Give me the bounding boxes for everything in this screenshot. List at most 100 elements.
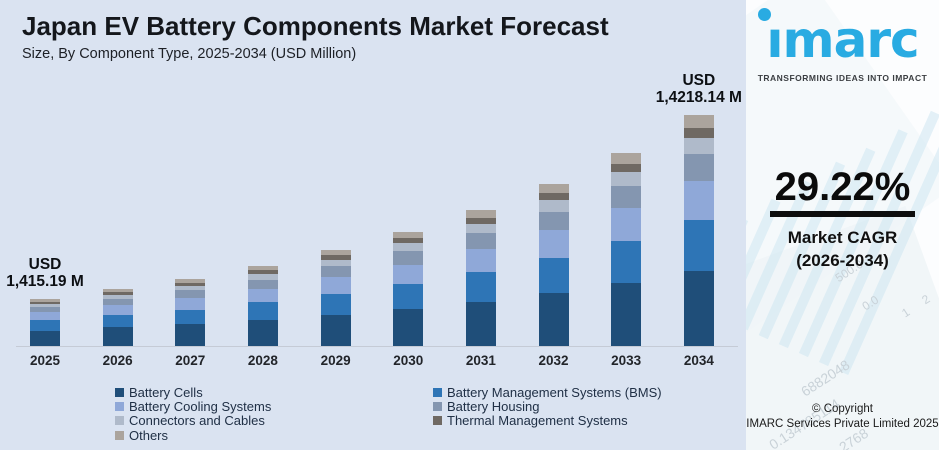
segment-2026-battery-management-systems-bms xyxy=(102,314,133,328)
segment-2028-thermal-management-systems xyxy=(247,270,278,275)
logo-dot-icon xyxy=(758,8,771,21)
segment-2032-battery-housing xyxy=(538,211,569,231)
legend-label: Battery Cooling Systems xyxy=(129,398,272,414)
x-tick-2030: 2030 xyxy=(393,353,424,368)
segment-2028-others xyxy=(247,266,278,271)
legend-swatch-icon xyxy=(433,416,442,426)
segment-2032-others xyxy=(538,184,569,193)
legend-swatch-icon xyxy=(115,416,124,426)
segment-2033-battery-cooling-systems xyxy=(611,208,642,241)
segment-2034-connectors-and-cables xyxy=(683,138,714,155)
segment-2033-battery-management-systems-bms xyxy=(611,240,642,284)
cagr-label-line1: Market CAGR xyxy=(787,228,898,247)
segment-2033-connectors-and-cables xyxy=(611,172,642,186)
segment-2026-connectors-and-cables xyxy=(102,294,133,299)
segment-2034-battery-cooling-systems xyxy=(683,180,714,221)
segment-2028-battery-housing xyxy=(247,279,278,289)
bar-2034 xyxy=(683,115,714,346)
x-tick-2033: 2033 xyxy=(611,353,642,368)
imarc-logo: ımarc xyxy=(746,0,939,70)
legend-label: Battery Management Systems (BMS) xyxy=(447,384,662,400)
segment-2029-connectors-and-cables xyxy=(320,259,351,267)
bar-2032 xyxy=(538,184,569,346)
logo-wordmark: ımarc xyxy=(766,11,919,69)
segment-2034-others xyxy=(683,115,714,128)
segment-2026-thermal-management-systems xyxy=(102,292,133,295)
logo-tagline: TRANSFORMING IDEAS INTO IMPACT xyxy=(757,73,928,83)
segment-2032-thermal-management-systems xyxy=(538,192,569,201)
segment-2031-connectors-and-cables xyxy=(465,223,496,234)
legend-label: Battery Housing xyxy=(447,398,540,414)
copyright-line2: IMARC Services Private Limited 2025 xyxy=(746,418,939,430)
segment-2032-battery-management-systems-bms xyxy=(538,257,569,294)
segment-2028-connectors-and-cables xyxy=(247,274,278,280)
legend-item-thermal-management-systems: Thermal Management Systems xyxy=(433,413,662,428)
stacked-bar-chart: 2025 USD 1,415.19 M 2026 2027 2028 2029 2030 203… xyxy=(0,72,742,368)
segment-2030-battery-management-systems-bms xyxy=(393,283,424,309)
segment-2026-battery-cooling-systems xyxy=(102,305,133,315)
segment-2025-battery-management-systems-bms xyxy=(30,320,60,331)
segment-2030-battery-housing xyxy=(393,251,424,265)
segment-2027-battery-cells xyxy=(175,324,206,346)
cagr-divider xyxy=(770,211,915,217)
x-tick-2026: 2026 xyxy=(102,353,133,368)
segment-2034-battery-management-systems-bms xyxy=(683,220,714,271)
cagr-value: 29.22% xyxy=(774,165,911,209)
x-tick-2028: 2028 xyxy=(247,353,278,368)
segment-2029-others xyxy=(320,250,351,256)
legend-column-0: Battery Cells Battery Cooling Systems Conn… xyxy=(115,385,415,443)
segment-2030-others xyxy=(393,232,424,239)
segment-2025-battery-cells xyxy=(30,330,60,346)
legend-item-battery-housing: Battery Housing xyxy=(433,398,662,414)
segment-2031-battery-management-systems-bms xyxy=(465,271,496,302)
bar-2025 xyxy=(30,299,60,346)
segment-2025-battery-cooling-systems xyxy=(30,312,60,321)
bar-2029 xyxy=(320,250,351,346)
segment-2028-battery-management-systems-bms xyxy=(247,302,278,320)
legend-label: Others xyxy=(129,427,169,443)
value-label-currency: USD xyxy=(28,256,62,273)
segment-2031-battery-cells xyxy=(465,301,496,346)
segment-2026-others xyxy=(102,289,133,293)
legend-label: Connectors and Cables xyxy=(129,413,265,429)
segment-2025-connectors-and-cables xyxy=(30,303,60,308)
segment-2031-battery-cooling-systems xyxy=(465,248,496,272)
segment-2033-battery-housing xyxy=(611,185,642,209)
segment-2029-battery-cells xyxy=(320,314,351,346)
x-tick-2025: 2025 xyxy=(29,353,61,368)
value-label-amount: 1,4218.14 M xyxy=(655,88,742,106)
segment-2030-thermal-management-systems xyxy=(393,238,424,244)
value-label-2025: USD 1,415.19 M xyxy=(0,256,110,290)
segment-2032-battery-cells xyxy=(538,293,569,346)
segment-2032-battery-cooling-systems xyxy=(538,230,569,258)
chart-legend: Battery Cells Battery Cooling Systems Conn… xyxy=(115,385,662,443)
legend-swatch-icon xyxy=(433,387,442,397)
segment-2027-battery-housing xyxy=(175,290,206,299)
legend-column-1: Battery Management Systems (BMS) Battery … xyxy=(433,385,662,442)
legend-swatch-icon xyxy=(433,401,442,411)
value-label-amount: 1,415.19 M xyxy=(6,272,84,290)
segment-2034-battery-housing xyxy=(683,154,714,181)
segment-2025-others xyxy=(30,299,60,302)
segment-2031-others xyxy=(465,210,496,218)
legend-swatch-icon xyxy=(115,387,124,397)
segment-2029-battery-cooling-systems xyxy=(320,277,351,294)
x-tick-2029: 2029 xyxy=(320,353,351,368)
legend-item-others: Others xyxy=(115,427,415,443)
value-label-currency: USD xyxy=(682,72,716,89)
segment-2030-connectors-and-cables xyxy=(393,243,424,252)
segment-2030-battery-cells xyxy=(393,308,424,346)
segment-2034-battery-cells xyxy=(683,270,714,346)
segment-2028-battery-cells xyxy=(247,320,278,346)
x-axis-line xyxy=(16,346,738,347)
segment-2027-thermal-management-systems xyxy=(175,282,206,286)
segment-2029-battery-housing xyxy=(320,266,351,278)
segment-2034-thermal-management-systems xyxy=(683,127,714,139)
legend-item-battery-cells: Battery Cells xyxy=(115,385,415,400)
legend-swatch-icon xyxy=(115,401,124,411)
value-label-2034: USD 1,4218.14 M xyxy=(634,72,764,106)
legend-swatch-icon xyxy=(115,430,124,440)
segment-2025-thermal-management-systems xyxy=(30,301,60,304)
segment-2027-others xyxy=(175,279,206,283)
